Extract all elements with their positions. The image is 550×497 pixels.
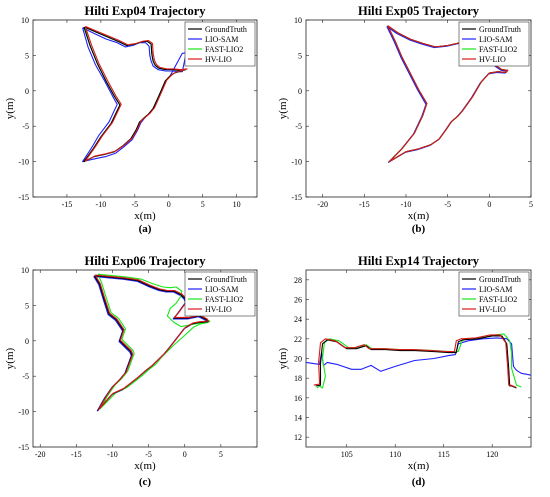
- legend-label: LIO-SAM: [479, 35, 512, 44]
- y-tick-label: 5: [298, 51, 302, 60]
- x-tick-label: -20: [35, 450, 46, 459]
- x-tick-label: -5: [131, 200, 138, 209]
- x-axis-label: x(m): [408, 460, 430, 472]
- legend-label: HV-LIO: [205, 55, 232, 64]
- y-tick-label: 0: [25, 337, 29, 346]
- x-tick-label: -20: [317, 200, 328, 209]
- x-tick-label: -5: [444, 200, 451, 209]
- x-tick-label: 0: [183, 450, 187, 459]
- y-tick-label: 14: [294, 414, 302, 423]
- x-axis-label: x(m): [134, 210, 156, 222]
- x-tick-label: 120: [486, 450, 498, 459]
- y-tick-label: -5: [22, 122, 29, 131]
- y-tick-label: 28: [294, 276, 302, 285]
- x-tick-label: 5: [219, 450, 223, 459]
- y-tick-label: -15: [291, 193, 302, 202]
- y-tick-label: 22: [294, 335, 302, 344]
- chart-panel-2: -20 -15 -10 -5 0 5 -15 -10 -5 0 5 10 Hilti Exp05 Tra…: [277, 4, 533, 235]
- series-line-fast-lio2: [97, 273, 211, 410]
- x-tick-label: 5: [529, 200, 533, 209]
- legend-label: FAST-LIO2: [479, 295, 517, 304]
- x-tick-label: 5: [201, 200, 205, 209]
- y-tick-label: 24: [294, 315, 302, 324]
- y-tick-label: 0: [298, 87, 302, 96]
- x-axis-label: x(m): [134, 460, 156, 472]
- x-tick-label: 115: [438, 450, 450, 459]
- y-axis-label: y(m): [277, 347, 289, 369]
- x-tick-label: -10: [107, 450, 118, 459]
- y-tick-label: -10: [18, 408, 29, 417]
- legend-label: GroundTruth: [479, 275, 521, 284]
- y-tick-label: 26: [294, 296, 302, 305]
- legend-label: LIO-SAM: [479, 285, 512, 294]
- series-line-lio-sam: [306, 337, 531, 376]
- series-line-hv-lio: [84, 25, 188, 162]
- y-tick-label: 18: [294, 374, 302, 383]
- subfigure-caption: (c): [139, 476, 152, 488]
- series-line-hv-lio: [313, 334, 516, 388]
- legend-label: FAST-LIO2: [479, 45, 517, 54]
- legend-label: GroundTruth: [479, 25, 521, 34]
- legend-label: FAST-LIO2: [205, 45, 243, 54]
- x-tick-label: -15: [71, 450, 82, 459]
- y-tick-label: 10: [21, 16, 29, 25]
- legend-label: FAST-LIO2: [205, 295, 243, 304]
- y-tick-label: 12: [294, 433, 302, 442]
- series-line-lio-sam: [82, 27, 217, 163]
- subfigure-caption: (b): [412, 223, 426, 235]
- y-axis-label: y(m): [4, 347, 16, 369]
- x-tick-label: 105: [341, 450, 353, 459]
- legend-label: LIO-SAM: [205, 285, 238, 294]
- y-tick-label: 10: [294, 16, 302, 25]
- y-tick-label: 20: [294, 355, 302, 364]
- x-tick-label: -5: [145, 450, 152, 459]
- y-tick-label: 10: [21, 266, 29, 275]
- y-tick-label: 0: [25, 87, 29, 96]
- x-axis-label: x(m): [408, 210, 430, 222]
- x-tick-label: 10: [233, 200, 241, 209]
- legend-label: LIO-SAM: [205, 35, 238, 44]
- y-tick-label: -10: [18, 158, 29, 167]
- chart-title: Hilti Exp14 Trajectory: [358, 254, 480, 268]
- subfigure-caption: (d): [412, 476, 426, 488]
- legend-label: HV-LIO: [479, 305, 506, 314]
- y-tick-label: 16: [294, 394, 302, 403]
- y-tick-label: 5: [25, 301, 29, 310]
- x-tick-label: 0: [487, 200, 491, 209]
- x-tick-label: -10: [96, 200, 107, 209]
- series-line-hv-lio: [94, 274, 210, 411]
- y-axis-label: y(m): [277, 97, 289, 119]
- chart-title: Hilti Exp04 Trajectory: [84, 4, 206, 18]
- chart-panel-3: -20 -15 -10 -5 0 5 -15 -10 -5 0 5 10 Hilti Exp06 Tra…: [4, 254, 258, 488]
- x-tick-label: 0: [167, 200, 171, 209]
- legend-label: GroundTruth: [205, 275, 247, 284]
- legend-label: HV-LIO: [205, 305, 232, 314]
- x-tick-label: -15: [359, 200, 370, 209]
- y-tick-label: -15: [18, 193, 29, 202]
- chart-panel-4: 105 110 115 120 12 14 16 18 20 22 24 26 28 Hilti Exp1…: [277, 254, 532, 488]
- x-tick-label: -10: [401, 200, 412, 209]
- y-tick-label: 5: [25, 51, 29, 60]
- legend-label: HV-LIO: [479, 55, 506, 64]
- chart-title: Hilti Exp06 Trajectory: [84, 254, 206, 268]
- y-axis-label: y(m): [4, 97, 16, 119]
- y-tick-label: -5: [295, 122, 302, 131]
- series-line-hv-lio: [387, 25, 509, 163]
- y-tick-label: -15: [18, 443, 29, 452]
- x-tick-label: -15: [62, 200, 73, 209]
- chart-panel-1: -15 -10 -5 0 5 10 -15 -10 -5 0 5 10 Hilti Exp04 Traj…: [4, 4, 258, 235]
- y-tick-label: -5: [22, 372, 29, 381]
- legend-label: GroundTruth: [205, 25, 247, 34]
- chart-title: Hilti Exp05 Trajectory: [358, 4, 480, 18]
- x-tick-label: 110: [389, 450, 401, 459]
- subfigure-caption: (a): [139, 223, 152, 235]
- y-tick-label: -10: [291, 158, 302, 167]
